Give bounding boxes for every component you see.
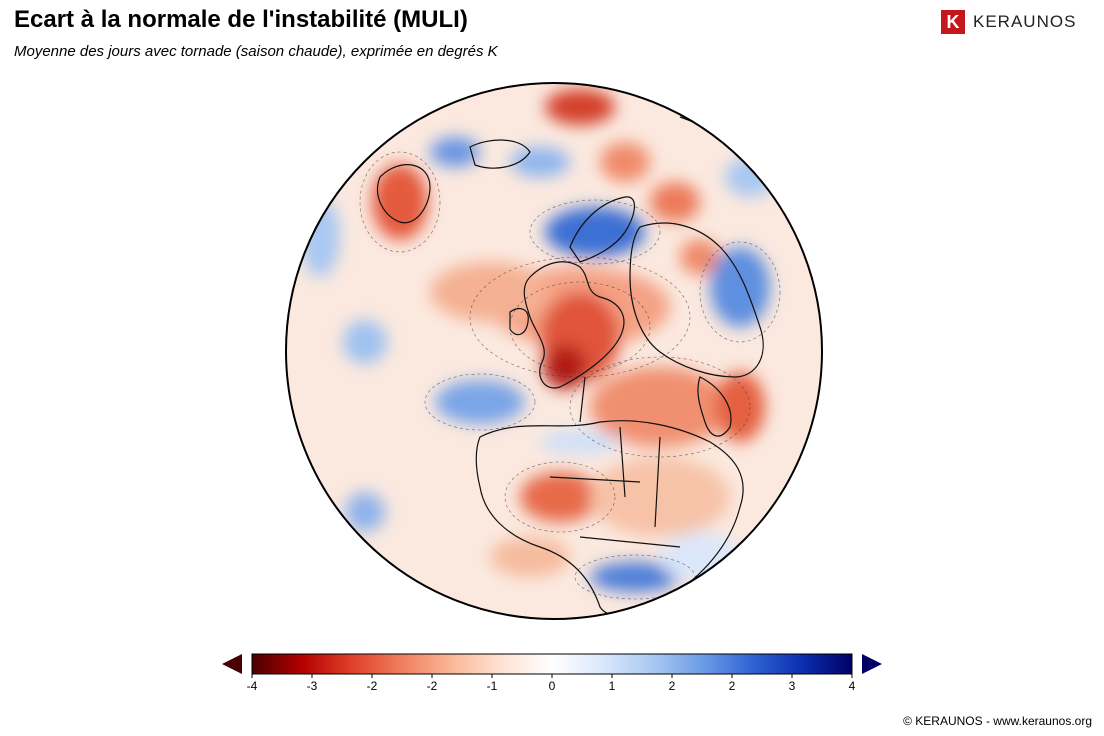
brand-name: KERAUNOS	[973, 12, 1077, 31]
page-title: Ecart à la normale de l'instabilité (MUL…	[14, 6, 468, 33]
globe-map	[285, 82, 823, 620]
brand-logo-icon: K	[941, 10, 965, 34]
colorbar-tick-label: -2	[367, 679, 378, 693]
colorbar-low-arrow	[222, 654, 242, 674]
colorbar-swatches	[252, 654, 852, 674]
colorbar-tick-label: 1	[609, 679, 616, 693]
colorbar-tick-label: -1	[487, 679, 498, 693]
colorbar-tick-label: -4	[247, 679, 258, 693]
colorbar-gradient	[252, 654, 852, 674]
page-subtitle: Moyenne des jours avec tornade (saison c…	[14, 43, 498, 60]
colorbar-tick-label: -2	[427, 679, 438, 693]
colorbar-tick-label: -3	[307, 679, 318, 693]
copyright-footer: © KERAUNOS - www.keraunos.org	[903, 714, 1092, 728]
colorbar-high-arrow	[862, 654, 882, 674]
colorbar-tick-label: 0	[549, 679, 556, 693]
colorbar-ticks: -4 -3 -2 -2 -1 0 1 2 2 3 4	[247, 674, 856, 693]
brand-logo: K KERAUNOS	[941, 10, 1076, 34]
colorbar-tick-label: 4	[849, 679, 856, 693]
colorbar: -4 -3 -2 -2 -1 0 1 2 2 3 4	[222, 653, 882, 693]
colorbar-tick-label: 3	[789, 679, 796, 693]
contour-lines	[359, 151, 781, 600]
colorbar-tick-label: 2	[669, 679, 676, 693]
anomaly-field	[286, 83, 822, 619]
colorbar-tick-label: 2	[729, 679, 736, 693]
